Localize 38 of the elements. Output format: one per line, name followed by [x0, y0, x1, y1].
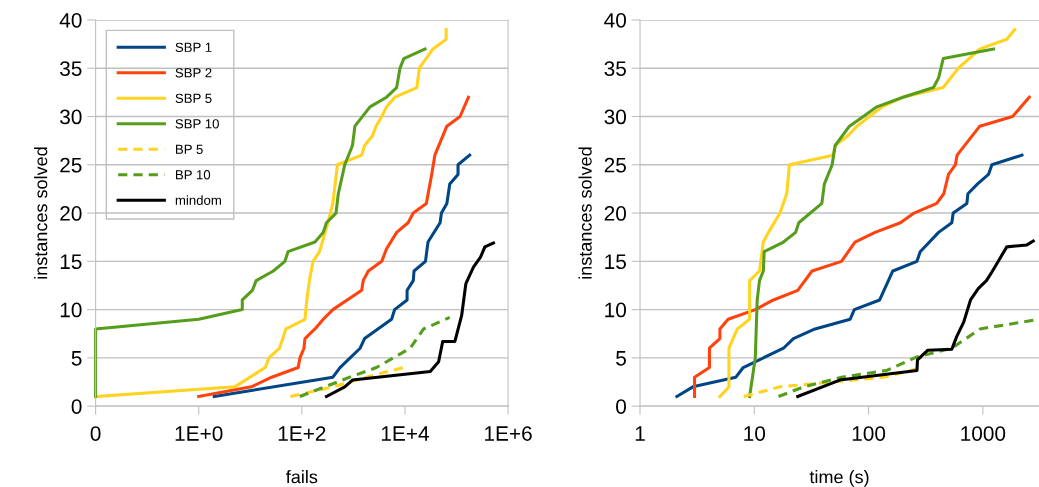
y-tick-label: 10 — [605, 302, 627, 318]
x-tick-label: 100 — [852, 426, 886, 441]
y-tick-label: 10 — [60, 302, 82, 318]
y-tick-label: 20 — [604, 206, 627, 221]
legend-label: BP 10 — [176, 170, 211, 180]
y-tick-label: 25 — [604, 157, 626, 173]
x-tick-label: 1000 — [961, 426, 1006, 441]
y-tick-label: 15 — [60, 254, 82, 270]
y-tick-label: 0 — [71, 399, 82, 414]
y-tick-label: 25 — [60, 157, 82, 173]
x-tick-label: 10 — [744, 426, 766, 441]
y-tick-label: 35 — [60, 61, 82, 76]
y-tick-label: 20 — [60, 206, 82, 221]
x-tick-label: 1E+0 — [175, 426, 223, 441]
x-tick-label: 1 — [635, 426, 645, 441]
legend-label: SBP 10 — [175, 119, 219, 129]
y-tick-label: 40 — [604, 12, 627, 28]
y-tick-label: 30 — [60, 109, 82, 125]
y-tick-label: 15 — [605, 254, 626, 270]
y-axis-title: instances solved — [34, 147, 48, 279]
legend-label: SBP 5 — [175, 93, 212, 103]
y-tick-label: 5 — [616, 351, 626, 366]
legend-label: mindom — [175, 195, 221, 205]
y-tick-label: 30 — [604, 109, 627, 125]
legend-label: SBP 1 — [175, 42, 212, 52]
y-tick-label: 40 — [59, 12, 82, 28]
x-tick-label: 1E+6 — [485, 426, 532, 441]
legend-label: BP 5 — [176, 144, 203, 154]
legend-label: SBP 2 — [175, 68, 212, 78]
x-tick-label: 0 — [90, 426, 101, 441]
x-tick-label: 1E+4 — [381, 426, 429, 441]
y-tick-label: 0 — [616, 399, 627, 414]
x-axis-title: fails — [286, 470, 318, 484]
y-axis-title: instances solved — [578, 147, 592, 279]
x-axis-title: time (s) — [809, 470, 869, 487]
x-tick-label: 1E+2 — [278, 426, 326, 441]
y-tick-label: 5 — [71, 351, 82, 366]
y-tick-label: 35 — [604, 61, 626, 76]
